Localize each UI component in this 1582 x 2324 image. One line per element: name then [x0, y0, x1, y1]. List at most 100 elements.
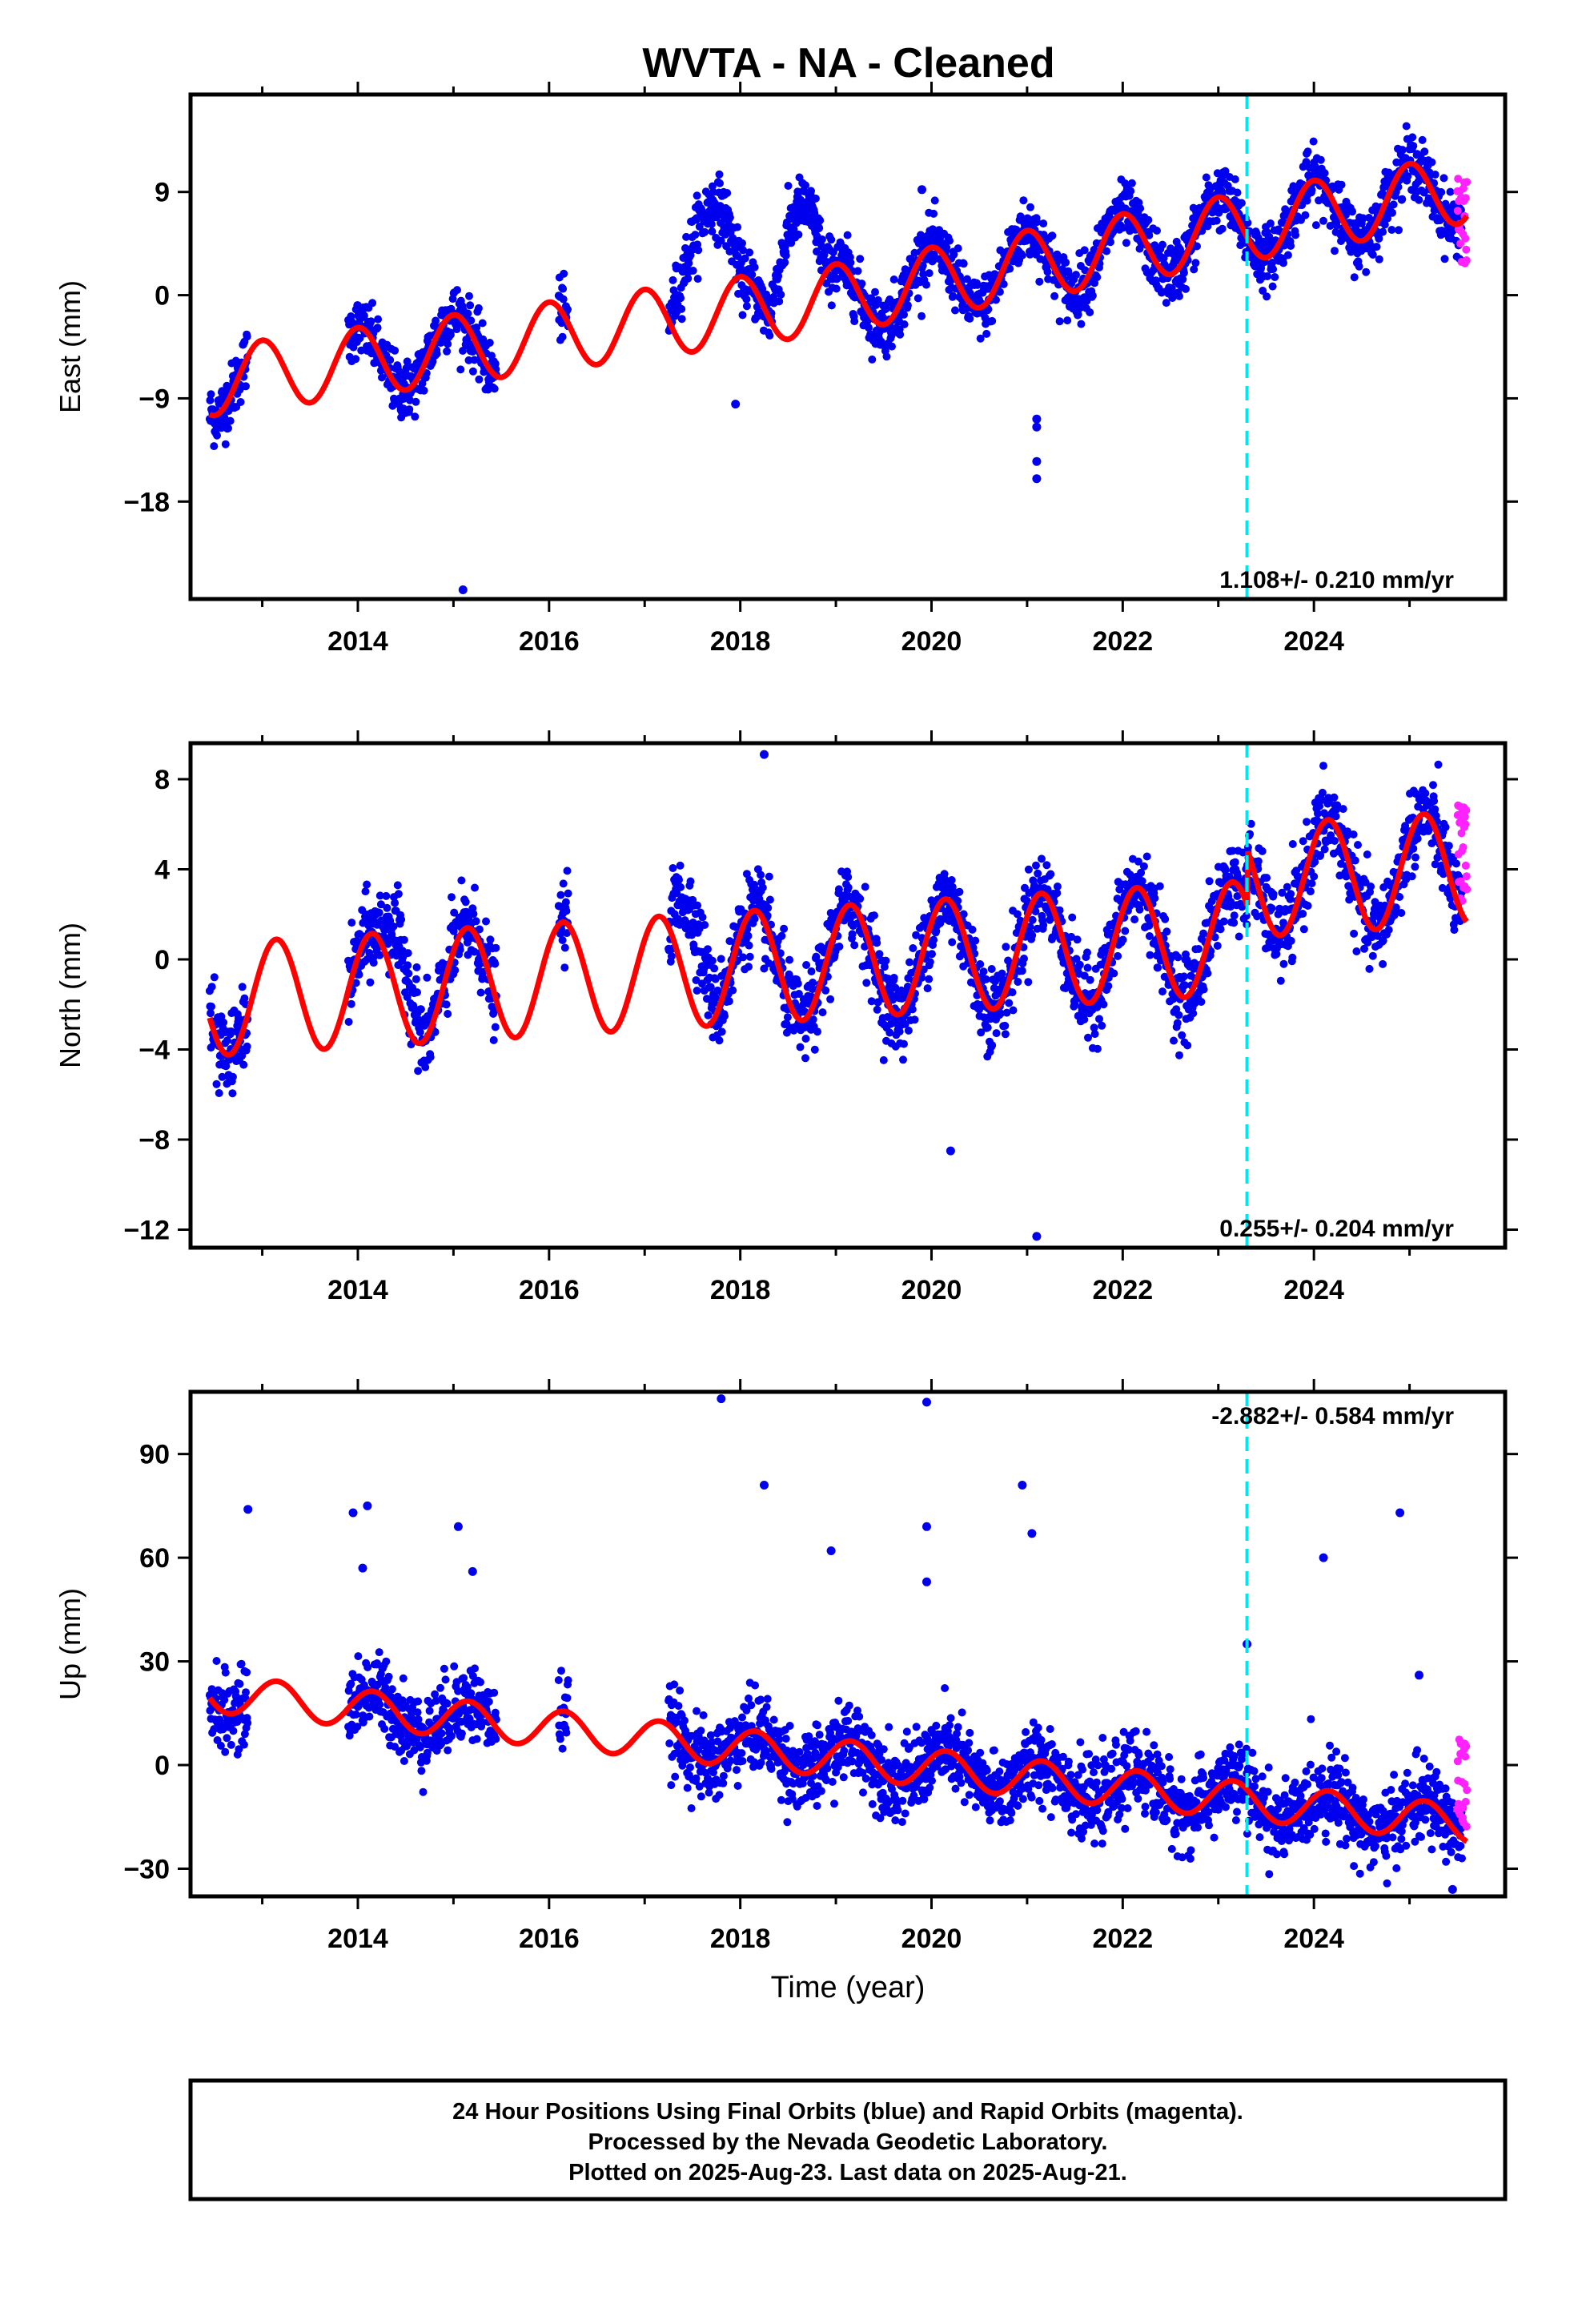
data-point: [1213, 942, 1222, 950]
outlier-point: [458, 585, 468, 594]
data-point: [409, 1001, 418, 1010]
data-point: [475, 375, 484, 384]
data-point: [1409, 844, 1418, 853]
data-point: [738, 239, 746, 247]
data-point: [215, 1719, 224, 1727]
data-point: [1387, 226, 1396, 234]
data-point: [1403, 172, 1412, 181]
data-point: [1303, 147, 1312, 156]
data-point: [365, 1712, 374, 1721]
data-point: [723, 189, 732, 197]
data-point: [1090, 1023, 1098, 1032]
data-point: [1263, 272, 1272, 280]
data-point: [1302, 158, 1311, 167]
data-point: [363, 1663, 372, 1671]
data-point: [1093, 1003, 1102, 1011]
data-point: [1283, 883, 1291, 891]
data-point: [1073, 935, 1082, 944]
data-point: [926, 958, 934, 967]
data-point: [917, 312, 926, 320]
data-point: [1135, 244, 1144, 253]
data-point: [913, 294, 922, 303]
data-point: [821, 986, 830, 995]
data-point: [432, 316, 440, 325]
data-point: [677, 294, 685, 303]
data-point: [976, 334, 985, 343]
data-point: [381, 1683, 390, 1692]
data-point: [1375, 235, 1383, 243]
north-x-axis: 2014 2016 2018 2020 2022 2024: [261, 730, 1411, 1305]
data-point: [1212, 216, 1221, 225]
data-point: [558, 936, 567, 944]
data-point: [1440, 255, 1449, 263]
data-point: [785, 955, 794, 964]
data-point: [1389, 200, 1398, 209]
data-point: [490, 384, 499, 393]
outlier-point: [946, 1146, 955, 1156]
data-point: [1182, 284, 1190, 293]
outlier-point: [760, 750, 769, 759]
data-point: [1401, 822, 1410, 830]
data-point: [475, 925, 484, 934]
data-point: [1343, 827, 1352, 836]
data-point: [375, 951, 384, 959]
data-point: [213, 431, 221, 440]
data-point: [1311, 858, 1319, 866]
data-point: [235, 1745, 243, 1754]
data-point: [218, 1072, 227, 1081]
data-point: [420, 386, 428, 395]
data-point: [206, 396, 215, 404]
data-point: [1379, 183, 1388, 191]
data-point: [363, 955, 371, 963]
data-point: [1259, 287, 1267, 295]
data-point: [240, 1730, 249, 1739]
data-point: [220, 412, 229, 421]
data-point: [856, 255, 865, 263]
data-point: [478, 319, 487, 328]
data-point: [867, 997, 876, 1006]
data-point: [227, 1740, 235, 1749]
data-point: [1279, 259, 1287, 267]
data-point: [1043, 267, 1052, 276]
data-point: [1368, 251, 1377, 259]
data-point: [982, 329, 991, 338]
data-point: [474, 304, 483, 312]
rapid-point: [1462, 245, 1471, 254]
data-point: [223, 1036, 231, 1045]
data-point: [1053, 889, 1062, 898]
data-point: [764, 903, 773, 912]
data-point: [1430, 797, 1439, 806]
data-point: [811, 194, 820, 203]
x-tick-label: 2018: [710, 626, 771, 657]
data-point: [1032, 861, 1040, 870]
data-point: [1306, 887, 1315, 896]
data-point: [732, 923, 741, 931]
data-point: [459, 347, 467, 355]
data-point: [1299, 925, 1308, 934]
data-point: [457, 876, 466, 885]
data-point: [846, 258, 855, 267]
data-point: [1086, 975, 1094, 984]
data-point: [1168, 294, 1177, 302]
data-point: [885, 1028, 894, 1037]
data-point: [476, 988, 485, 997]
data-point: [923, 984, 932, 993]
data-point: [394, 890, 403, 899]
data-point: [1080, 971, 1089, 980]
data-point: [712, 994, 721, 1003]
data-point: [1121, 927, 1130, 935]
data-point: [818, 1008, 827, 1017]
data-point: [1349, 830, 1358, 838]
data-point: [354, 1652, 363, 1661]
data-point: [984, 305, 993, 314]
data-point: [210, 1725, 219, 1734]
data-point: [222, 1062, 231, 1071]
data-point: [917, 974, 926, 982]
data-point: [684, 274, 693, 283]
data-point: [1439, 870, 1447, 879]
data-point: [774, 271, 783, 280]
x-tick-label: 2014: [327, 626, 388, 657]
data-point: [1303, 902, 1312, 910]
data-point: [716, 179, 724, 187]
data-point: [1303, 818, 1311, 826]
